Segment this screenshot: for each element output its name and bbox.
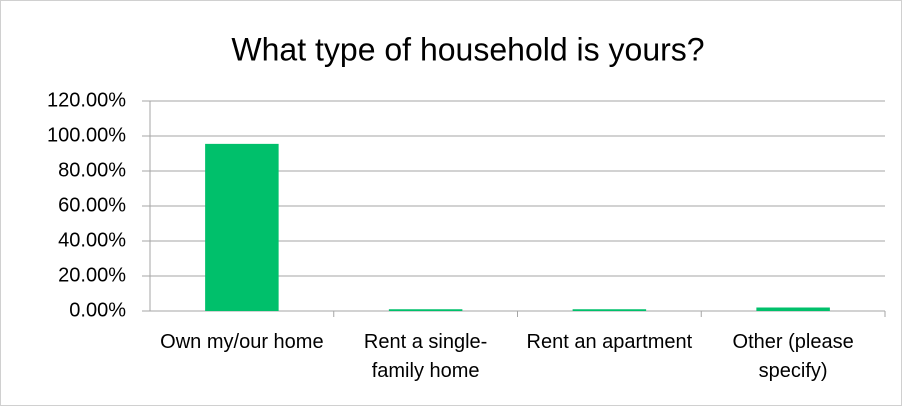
y-tick-label: 0.00%: [69, 299, 126, 321]
x-tick-label: Own my/our home: [160, 331, 324, 353]
bar: [205, 143, 279, 311]
y-tick-label: 60.00%: [58, 194, 126, 216]
chart-title: What type of household is yours?: [231, 31, 704, 67]
x-tick-label: Rent a single-family home: [363, 331, 488, 382]
y-tick-label: 80.00%: [58, 159, 126, 181]
bar: [388, 309, 463, 311]
x-tick-label: Rent an apartment: [526, 331, 693, 353]
x-tick-label: Other (please specify): [732, 331, 854, 382]
y-tick-label: 40.00%: [58, 229, 126, 251]
y-tick-label: 100.00%: [47, 124, 126, 146]
bar: [756, 307, 830, 311]
bar: [572, 309, 647, 311]
y-tick-label: 120.00%: [47, 89, 126, 111]
y-tick-label: 20.00%: [58, 264, 126, 286]
